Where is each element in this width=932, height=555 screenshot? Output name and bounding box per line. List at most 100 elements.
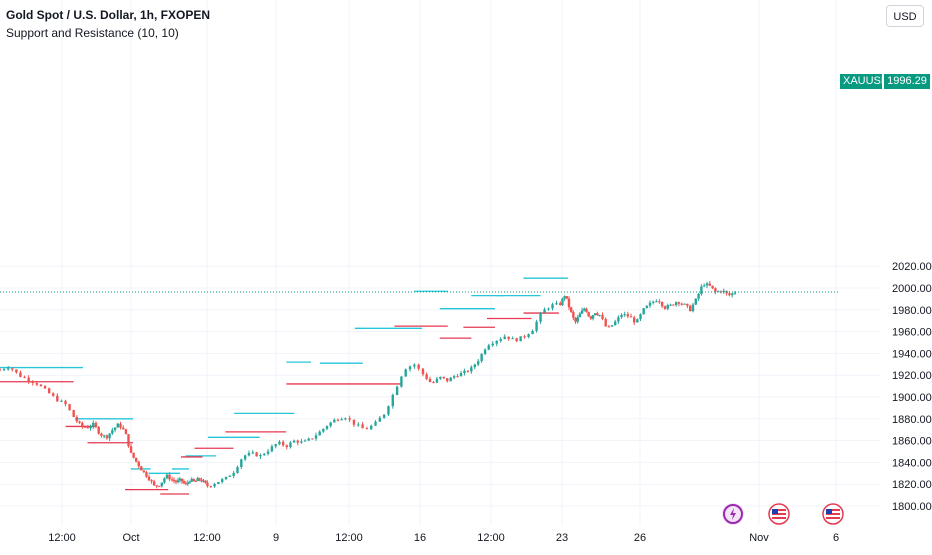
candle	[137, 460, 140, 469]
candle	[473, 363, 476, 370]
candle	[307, 437, 310, 442]
y-tick-label: 1820.00	[892, 479, 932, 491]
candle	[119, 421, 122, 430]
candle	[660, 301, 664, 308]
candle	[281, 440, 285, 447]
candle	[206, 480, 209, 488]
candle	[176, 477, 180, 484]
candle	[694, 298, 697, 306]
candle	[527, 333, 530, 339]
candle	[596, 311, 599, 316]
candle	[639, 313, 642, 322]
candle	[623, 311, 626, 317]
candle	[333, 418, 336, 423]
chart-legend: Gold Spot / U.S. Dollar, 1h, FXOPEN Supp…	[6, 6, 210, 42]
candle	[572, 310, 575, 321]
candle	[365, 426, 369, 430]
x-tick-label: 12:00	[335, 532, 363, 544]
candle	[160, 482, 164, 488]
candle	[519, 336, 522, 342]
candle	[620, 313, 623, 319]
earnings-flash-icon[interactable]	[722, 503, 744, 525]
candle	[601, 312, 604, 321]
candle	[240, 458, 243, 470]
candles	[0, 280, 737, 489]
candle	[15, 369, 18, 374]
candle	[127, 434, 130, 448]
candle	[329, 421, 332, 428]
candle	[52, 392, 55, 397]
us-flag-icon[interactable]	[768, 503, 790, 525]
candle	[677, 301, 681, 307]
candle	[150, 479, 153, 484]
candle	[604, 317, 607, 327]
candle	[204, 480, 207, 484]
candle	[224, 476, 228, 481]
candle	[705, 281, 709, 289]
candle	[348, 415, 351, 423]
candle	[174, 479, 178, 484]
candle	[344, 417, 347, 421]
candle	[11, 367, 14, 372]
y-tick-label: 1900.00	[892, 392, 932, 404]
candle	[251, 450, 254, 455]
candle	[725, 290, 728, 296]
candle	[47, 387, 51, 394]
candle	[145, 470, 148, 478]
us-flag-icon[interactable]	[822, 503, 844, 525]
candle	[507, 336, 510, 341]
candle	[421, 368, 425, 377]
candle	[352, 419, 356, 428]
candle	[43, 384, 47, 389]
candle	[559, 301, 562, 306]
candle	[642, 307, 645, 315]
candle	[565, 296, 569, 300]
candle	[730, 292, 734, 298]
candle	[300, 438, 303, 444]
candle	[733, 290, 737, 295]
y-axis[interactable]: 1800.00 1820.00 1840.00 1860.00 1880.00 1900.…	[892, 261, 932, 513]
candle	[686, 303, 689, 309]
candle	[221, 477, 224, 484]
candle	[122, 425, 125, 430]
candle	[318, 430, 321, 436]
candle	[314, 432, 318, 441]
candle	[607, 324, 611, 328]
candle	[147, 474, 151, 482]
candle	[610, 324, 614, 327]
candle	[442, 376, 446, 380]
candle	[576, 314, 579, 324]
x-tick-label: Oct	[122, 532, 139, 544]
candle	[491, 341, 494, 347]
candle	[186, 480, 189, 486]
candle	[691, 302, 695, 313]
candle	[78, 420, 81, 425]
candle	[274, 443, 277, 449]
candle	[587, 311, 590, 317]
candle	[663, 305, 667, 310]
indicator-label[interactable]: Support and Resistance (10, 10)	[6, 26, 179, 40]
candle	[111, 427, 114, 436]
candle	[340, 417, 343, 421]
candle	[19, 370, 22, 378]
candle	[585, 307, 588, 313]
candle	[626, 311, 630, 319]
x-axis[interactable]: 12:00 Oct 12:00 9 12:00 16 12:00 23 26 Nov 6	[48, 532, 839, 544]
candle	[578, 312, 582, 318]
candle	[648, 300, 652, 308]
candle	[708, 280, 711, 287]
currency-button[interactable]: USD	[886, 5, 924, 27]
symbol-title[interactable]: Gold Spot / U.S. Dollar, 1h, FXOPEN	[6, 8, 211, 22]
candle	[247, 450, 251, 457]
candle	[311, 438, 314, 440]
candle	[56, 393, 59, 402]
x-tick-label: 26	[634, 532, 646, 544]
candle	[124, 428, 128, 435]
candle	[198, 477, 201, 482]
candle	[325, 425, 329, 431]
candle	[535, 319, 538, 333]
candle	[178, 476, 182, 483]
candle	[674, 301, 678, 307]
